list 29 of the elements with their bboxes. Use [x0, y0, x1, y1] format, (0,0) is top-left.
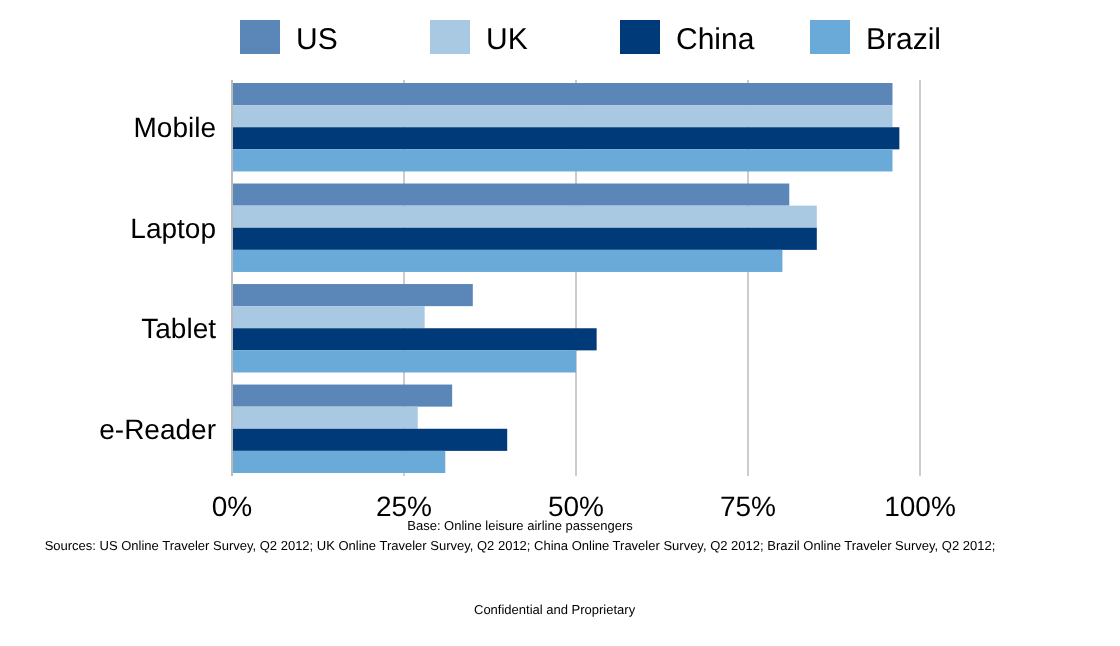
bar	[232, 328, 597, 351]
legend-label: UK	[486, 22, 528, 57]
x-tick-label: 25%	[375, 490, 433, 522]
bar	[232, 105, 893, 128]
legend-label: Brazil	[866, 22, 942, 57]
bar	[232, 406, 418, 429]
bar	[232, 450, 446, 473]
y-tick-label: Mobile	[133, 111, 217, 144]
x-tick-label: 0%	[211, 490, 253, 522]
y-tick-label: Laptop	[130, 211, 217, 244]
legend-label: US	[296, 22, 338, 57]
bar	[232, 83, 893, 106]
bar	[232, 127, 900, 150]
bar	[232, 428, 508, 451]
bar	[232, 183, 790, 206]
x-tick-label: 75%	[719, 490, 777, 522]
bar	[232, 350, 576, 373]
bar	[232, 227, 817, 250]
bar	[232, 284, 473, 307]
y-tick-label: e-Reader	[99, 412, 217, 445]
x-tick-label: 50%	[547, 490, 605, 522]
bar	[232, 205, 817, 228]
bar	[232, 149, 893, 172]
bar	[232, 306, 425, 329]
y-tick-label: Tablet	[141, 312, 217, 345]
x-tick-label: 100%	[884, 490, 956, 522]
bar	[232, 249, 783, 272]
bar	[232, 384, 453, 407]
legend-label: China	[676, 22, 756, 57]
